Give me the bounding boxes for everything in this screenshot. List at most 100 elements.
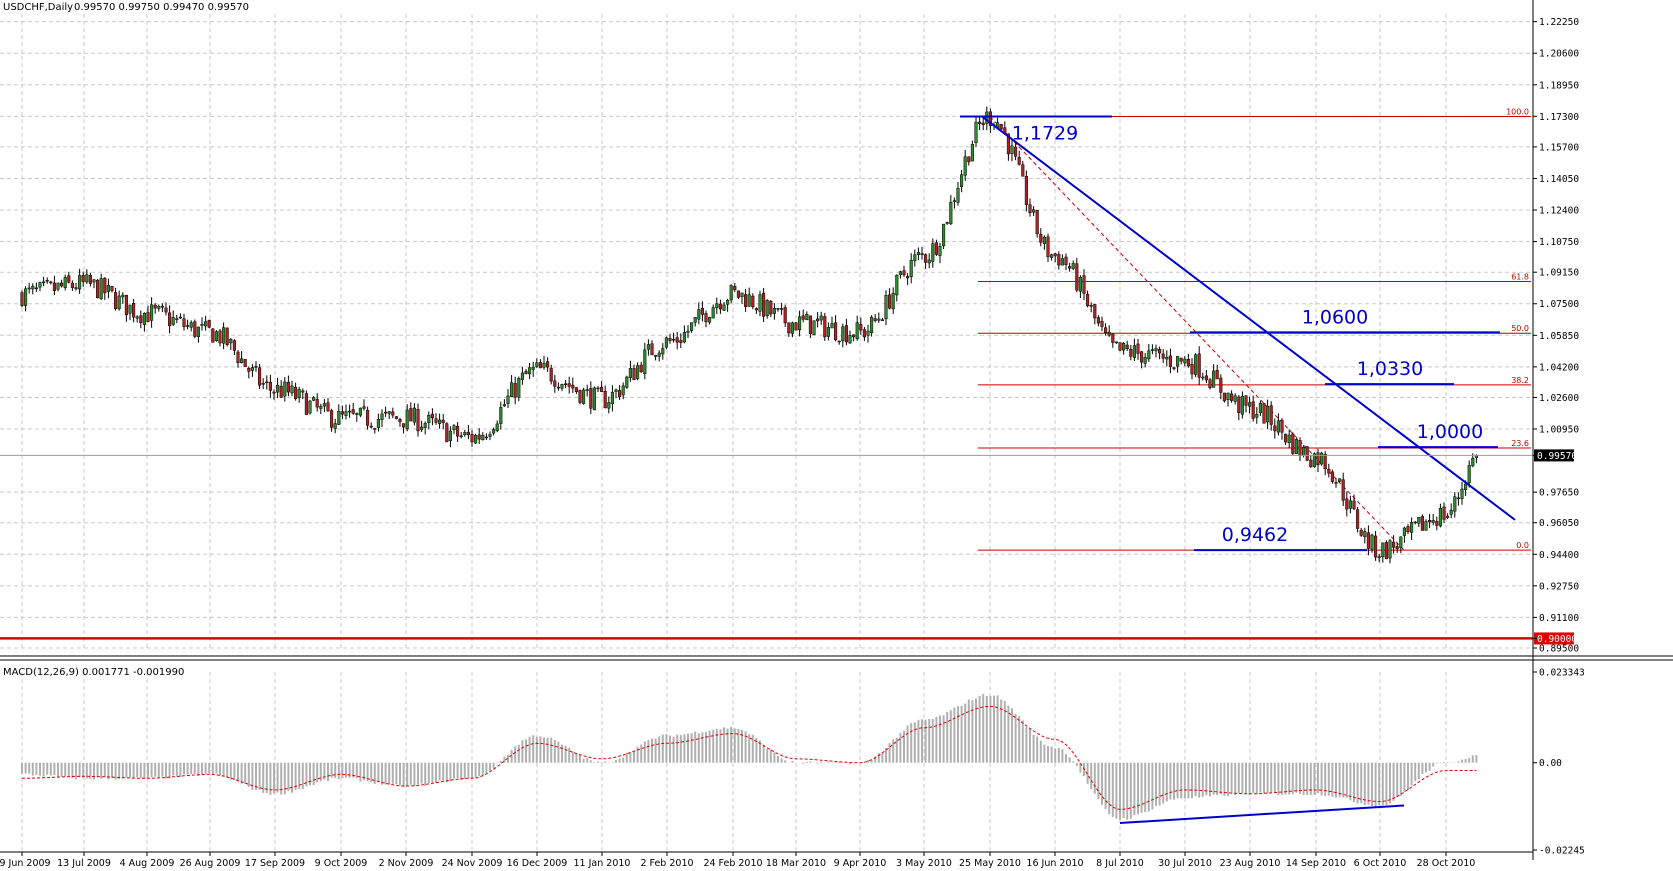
candle (286, 375, 290, 397)
candle-body (999, 124, 1003, 129)
candle-body (650, 343, 654, 356)
candle-body (99, 278, 103, 300)
candle-body (981, 122, 985, 125)
candle-body (866, 330, 870, 336)
candle-body (1082, 275, 1086, 294)
candle-body (603, 390, 607, 409)
candle (1410, 517, 1414, 540)
candle-body (1294, 439, 1298, 454)
candle-body (1208, 379, 1212, 388)
candle (808, 315, 812, 339)
candle-body (722, 304, 726, 311)
candle-body (384, 411, 388, 414)
candle (283, 377, 287, 402)
candle-body (340, 411, 344, 415)
candle (1356, 507, 1360, 533)
candle-body (200, 323, 204, 326)
candle-body (193, 321, 197, 337)
candle-body (1136, 343, 1140, 354)
candle (592, 386, 596, 411)
fib-level-label: 0.0 (1516, 541, 1529, 550)
candle-body (880, 319, 884, 321)
candle-body (297, 389, 301, 398)
candle (812, 320, 816, 336)
candle-body (1291, 433, 1295, 454)
candle (362, 399, 366, 411)
candle-body (571, 384, 575, 389)
candle-body (1096, 317, 1100, 324)
candle-body (1212, 370, 1216, 388)
candle-body (801, 315, 805, 320)
candle (873, 314, 877, 323)
candle (499, 401, 503, 430)
candle-body (1222, 392, 1226, 402)
candle (549, 364, 553, 385)
candle (384, 406, 388, 417)
price-tick-label: 1.05850 (1539, 331, 1579, 342)
candle (60, 279, 64, 288)
candle-body (524, 370, 528, 375)
price-tick-label: 1.18950 (1539, 80, 1579, 91)
candle-body (1168, 355, 1172, 367)
candle (1305, 445, 1309, 462)
candle (492, 427, 496, 436)
candle-body (729, 285, 733, 301)
candle-body (459, 435, 463, 438)
candle (1294, 438, 1298, 454)
candle (434, 413, 438, 425)
candle-body (1028, 204, 1032, 214)
candle-body (1006, 133, 1010, 155)
candle-body (142, 312, 146, 325)
candle-body (1060, 258, 1064, 266)
candle (1053, 252, 1057, 263)
price-tick-label: 0.96050 (1539, 518, 1579, 529)
candle-body (168, 312, 172, 327)
candle (160, 303, 164, 313)
candle (1284, 433, 1288, 446)
candle (243, 359, 247, 367)
candle (844, 318, 848, 346)
fib-swing-line (989, 116, 1405, 551)
candle (24, 286, 28, 312)
candle (646, 339, 650, 356)
candle (1428, 514, 1432, 529)
candle-body (160, 305, 164, 308)
candle (250, 364, 254, 377)
candle (855, 315, 859, 341)
price-tick-label: 1.15700 (1539, 142, 1579, 153)
candle (96, 278, 100, 299)
candle-body (1039, 233, 1043, 243)
candle-body (607, 402, 611, 409)
candle (484, 433, 488, 441)
candle-body (909, 259, 913, 277)
candle-body (240, 358, 244, 364)
candle-body (171, 317, 175, 325)
candle-body (852, 334, 856, 338)
candle-body (819, 315, 823, 321)
candle (715, 297, 719, 315)
candle (416, 403, 420, 437)
candle-body (582, 389, 586, 404)
candle (1377, 553, 1381, 563)
candle (351, 402, 355, 415)
candle-body (121, 294, 125, 298)
candle-body (956, 188, 960, 203)
candle (1161, 348, 1165, 364)
candle-body (1129, 349, 1133, 357)
candle (1460, 481, 1464, 505)
candle (1420, 514, 1424, 531)
candle-body (758, 294, 762, 312)
candle (1312, 452, 1316, 468)
candle-body (751, 295, 755, 308)
candle-body (1467, 465, 1471, 483)
candle (63, 274, 67, 291)
candle (200, 317, 204, 331)
candle-body (931, 243, 935, 262)
time-tick-label: 14 Sep 2010 (1286, 858, 1346, 869)
candle-body (265, 381, 269, 384)
candle (888, 288, 892, 310)
candle (1176, 356, 1180, 373)
candle-body (88, 275, 92, 284)
candle-body (1302, 446, 1306, 456)
candle (142, 312, 146, 332)
